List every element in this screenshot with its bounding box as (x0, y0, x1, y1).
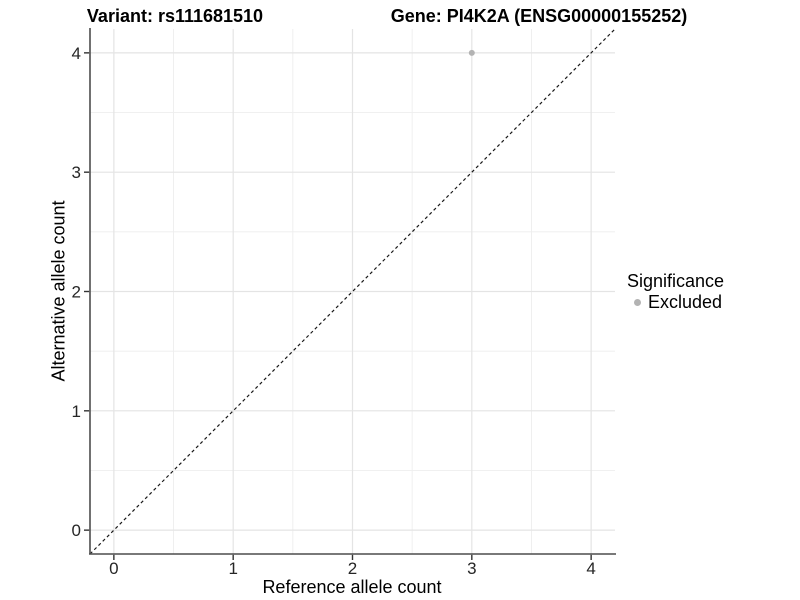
y-axis-title: Alternative allele count (48, 200, 69, 382)
identity-line (89, 28, 616, 555)
plot-title-gene: Gene: PI4K2A (ENSG00000155252) (390, 6, 688, 26)
legend-entry-label: Excluded (648, 292, 723, 312)
legend-point-icon (634, 298, 641, 306)
legend: Significance Excluded (627, 271, 724, 312)
x-tick-label: 0 (109, 559, 118, 578)
x-tick-label: 1 (228, 559, 237, 578)
data-point (468, 49, 475, 56)
legend-title: Significance (627, 271, 725, 291)
y-tick-label: 4 (72, 44, 81, 63)
legend-entry: Excluded (627, 292, 724, 312)
x-tick-label: 3 (467, 559, 476, 578)
y-tick-label: 0 (72, 521, 81, 540)
y-tick-label: 2 (72, 283, 81, 302)
y-tick-label: 3 (72, 163, 81, 182)
x-tick-label: 4 (586, 559, 595, 578)
x-axis-title: Reference allele count (262, 577, 442, 597)
x-tick-label: 2 (348, 559, 357, 578)
y-tick-label: 1 (72, 402, 81, 421)
plot-title-variant: Variant: rs111681510 (86, 6, 264, 26)
